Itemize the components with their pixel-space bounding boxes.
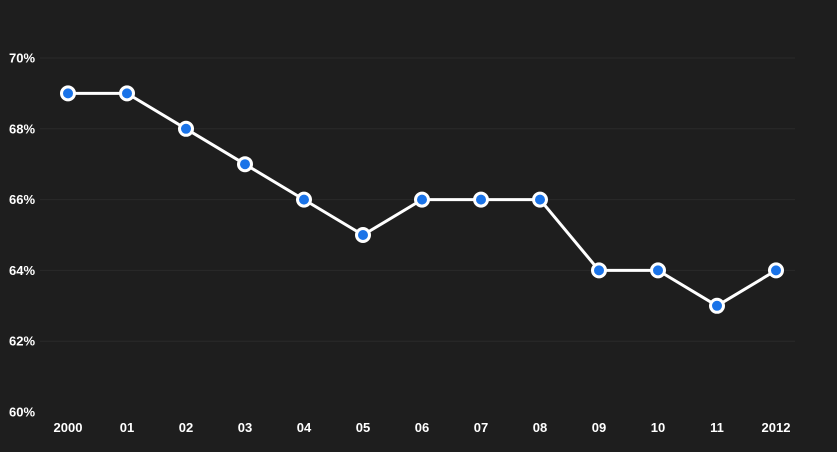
x-tick-label: 09 bbox=[592, 420, 606, 435]
y-tick-label: 64% bbox=[9, 263, 35, 278]
x-tick-label: 04 bbox=[297, 420, 312, 435]
x-tick-label: 05 bbox=[356, 420, 370, 435]
data-point[interactable] bbox=[237, 156, 253, 173]
data-point[interactable] bbox=[591, 262, 607, 279]
y-tick-label: 70% bbox=[9, 51, 35, 66]
data-point[interactable] bbox=[709, 297, 725, 314]
x-tick-label: 03 bbox=[238, 420, 252, 435]
y-tick-label: 62% bbox=[9, 334, 35, 349]
x-tick-label: 2012 bbox=[762, 420, 791, 435]
x-axis: 2000 01 02 03 04 05 06 07 08 09 10 11 2012 bbox=[54, 420, 791, 435]
x-tick-label: 08 bbox=[533, 420, 547, 435]
data-point[interactable] bbox=[650, 262, 666, 279]
y-tick-label: 68% bbox=[9, 121, 35, 136]
data-point[interactable] bbox=[768, 262, 784, 279]
y-tick-label: 66% bbox=[9, 192, 35, 207]
data-point[interactable] bbox=[473, 191, 489, 208]
x-tick-label: 10 bbox=[651, 420, 665, 435]
data-point[interactable] bbox=[532, 191, 548, 208]
y-axis: 60% 62% 64% 66% 68% 70% bbox=[9, 51, 35, 420]
x-tick-label: 06 bbox=[415, 420, 429, 435]
data-point[interactable] bbox=[296, 191, 312, 208]
x-tick-label: 07 bbox=[474, 420, 488, 435]
y-tick-label: 60% bbox=[9, 405, 35, 420]
data-point[interactable] bbox=[178, 120, 194, 137]
data-point[interactable] bbox=[119, 85, 135, 102]
x-tick-label: 2000 bbox=[54, 420, 83, 435]
data-point[interactable] bbox=[355, 227, 371, 243]
series-layer bbox=[60, 85, 784, 314]
x-tick-label: 02 bbox=[179, 420, 193, 435]
data-point[interactable] bbox=[60, 85, 76, 102]
data-point[interactable] bbox=[414, 191, 430, 208]
x-tick-label: 01 bbox=[120, 420, 134, 435]
x-tick-label: 11 bbox=[710, 420, 724, 435]
